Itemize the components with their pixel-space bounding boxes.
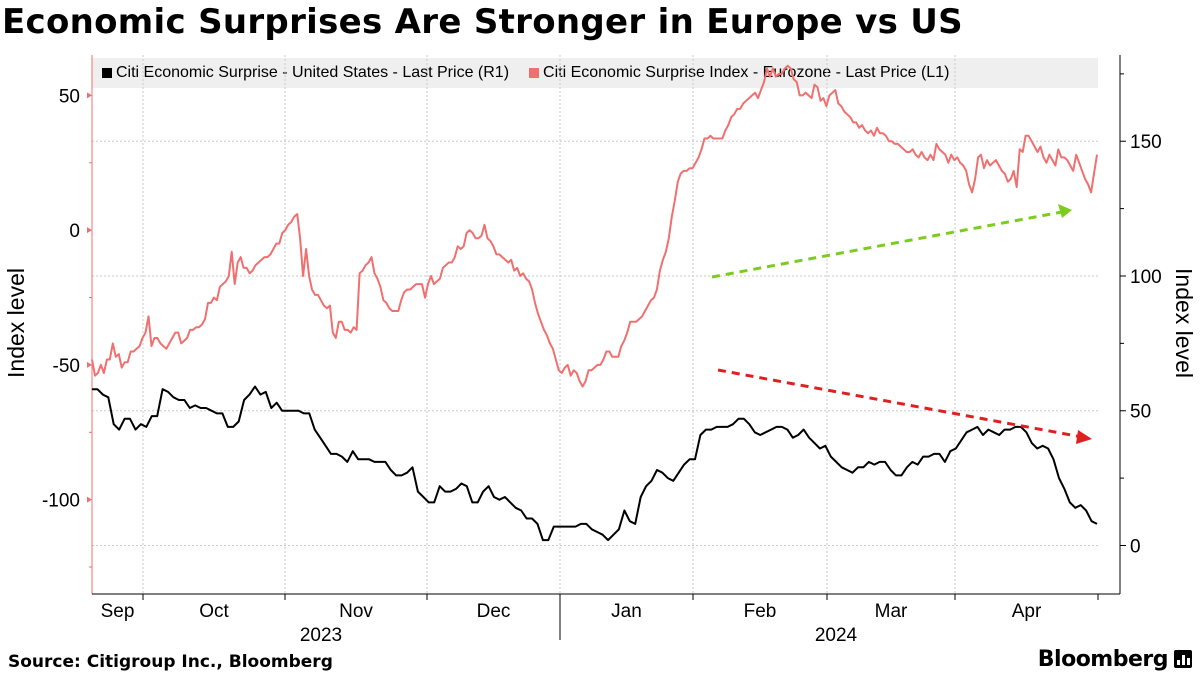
left-tick-marker bbox=[87, 361, 92, 368]
legend-label-eurozone: Citi Economic Surprise Index - Eurozone … bbox=[543, 64, 950, 81]
left-tick-label: 50 bbox=[59, 86, 80, 107]
right-axis-title: Index level bbox=[1171, 268, 1197, 378]
legend-item-us: Citi Economic Surprise - United States -… bbox=[102, 64, 509, 82]
right-tick-label: 100 bbox=[1130, 267, 1162, 288]
legend-swatch-us bbox=[102, 68, 112, 78]
x-tick-label: Dec bbox=[477, 601, 511, 622]
x-tick-label: Apr bbox=[1012, 601, 1042, 622]
right-tick-label: 150 bbox=[1130, 132, 1162, 153]
x-tick-label: Feb bbox=[744, 601, 777, 622]
bloomberg-chart-icon bbox=[1174, 650, 1192, 668]
left-tick-label: 0 bbox=[69, 221, 80, 242]
green-arrowhead bbox=[1058, 204, 1072, 218]
x-tick-label: Sep bbox=[101, 601, 135, 622]
red-arrowhead bbox=[1076, 430, 1092, 444]
eurozone-series-line bbox=[91, 64, 1098, 388]
x-tick-label: Mar bbox=[875, 601, 908, 622]
left-tick-label: -100 bbox=[42, 491, 80, 512]
left-tick-label: -50 bbox=[53, 356, 80, 377]
year-label: 2023 bbox=[300, 625, 342, 646]
left-tick-marker bbox=[87, 496, 92, 503]
chart-legend: Citi Economic Surprise - United States -… bbox=[92, 58, 1098, 88]
legend-swatch-eurozone bbox=[529, 68, 540, 78]
left-tick-marker bbox=[87, 92, 92, 99]
year-label: 2024 bbox=[815, 625, 858, 646]
red-trend-arrow bbox=[717, 368, 1083, 439]
legend-item-eurozone: Citi Economic Surprise Index - Eurozone … bbox=[529, 64, 949, 82]
left-tick-marker bbox=[87, 227, 92, 234]
right-tick-label: 50 bbox=[1130, 402, 1151, 423]
x-tick-label: Jan bbox=[611, 601, 642, 622]
source-note: Source: Citigroup Inc., Bloomberg bbox=[8, 652, 333, 672]
right-tick-label: 0 bbox=[1130, 536, 1141, 557]
bloomberg-logo: Bloomberg bbox=[1037, 647, 1169, 672]
x-tick-label: Nov bbox=[339, 601, 373, 622]
left-axis-title: Index level bbox=[3, 268, 29, 378]
legend-label-us: Citi Economic Surprise - United States -… bbox=[116, 64, 510, 81]
green-trend-arrow bbox=[711, 210, 1063, 279]
x-tick-label: Oct bbox=[199, 601, 229, 622]
chart-title: Economic Surprises Are Stronger in Europ… bbox=[2, 2, 963, 42]
us-series-line bbox=[92, 385, 1098, 542]
